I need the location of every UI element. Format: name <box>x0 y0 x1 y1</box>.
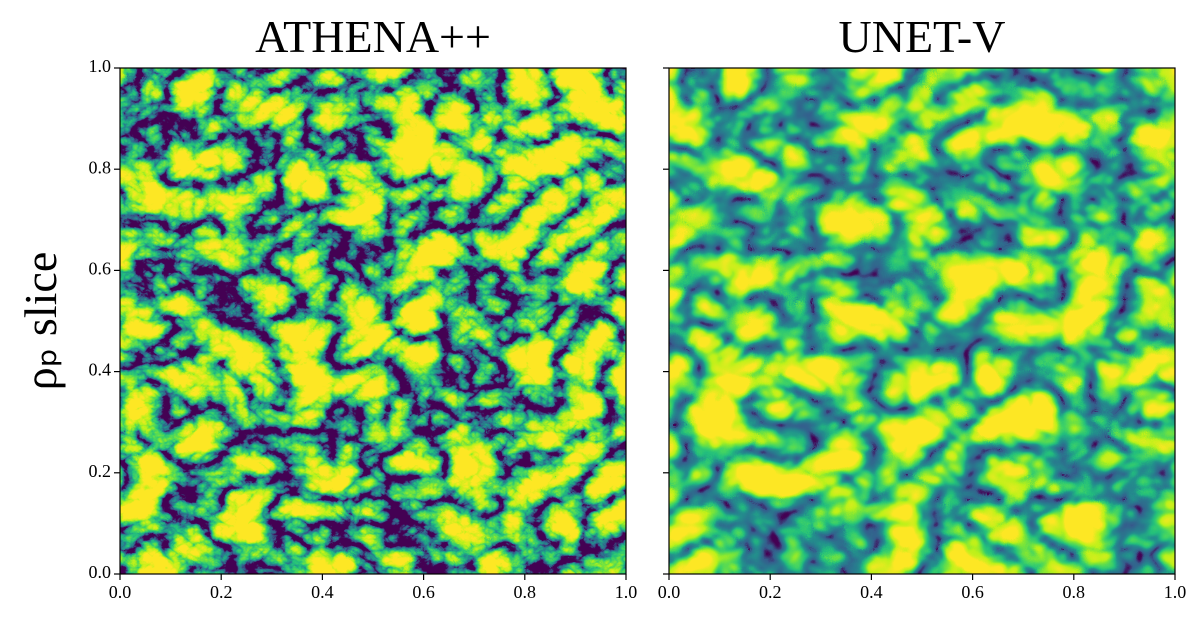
y-axis-label: ρₚ slice <box>15 252 66 390</box>
axes-frame <box>119 67 627 575</box>
x-tick-label: 0.2 <box>759 582 782 602</box>
y-tick-label: 0.8 <box>89 157 112 177</box>
chart-title: UNET-V <box>839 11 1006 62</box>
y-tick-label: 0.4 <box>89 360 112 380</box>
x-tick-label: 0.8 <box>1063 582 1086 602</box>
heatmap-image <box>669 68 1175 574</box>
x-tick-label: 0.8 <box>514 582 537 602</box>
heatmap-image <box>120 68 626 574</box>
x-tick-label: 1.0 <box>615 582 638 602</box>
x-tick-label: 0.4 <box>860 582 883 602</box>
y-tick-label: 0.2 <box>89 461 112 481</box>
x-tick-label: 0.0 <box>109 582 132 602</box>
y-tick-label: 0.0 <box>89 562 112 582</box>
x-tick-label: 0.4 <box>311 582 334 602</box>
x-tick-label: 0.6 <box>961 582 984 602</box>
y-tick-label: 1.0 <box>89 56 112 76</box>
x-tick-label: 1.0 <box>1164 582 1187 602</box>
chart-title: ATHENA++ <box>255 11 491 62</box>
y-tick-label: 0.6 <box>89 259 112 279</box>
axes-frame <box>668 67 1176 575</box>
x-tick-label: 0.0 <box>658 582 681 602</box>
x-tick-label: 0.6 <box>412 582 435 602</box>
x-tick-label: 0.2 <box>210 582 233 602</box>
